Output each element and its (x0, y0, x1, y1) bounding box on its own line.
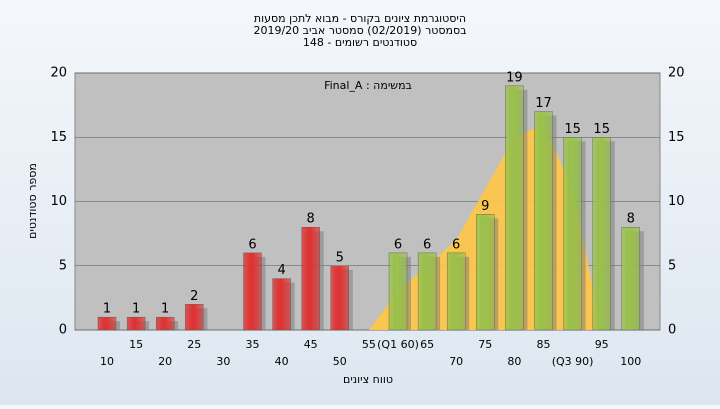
x-tick-label: 85 (537, 338, 551, 351)
chart-subtitle: בסמסטר (02/2019) סמסטר אביב 2019/20 (253, 24, 466, 37)
chart-subtitle: סטודנטים רשומים - 148 (303, 36, 417, 49)
x-tick-label: 10 (100, 355, 114, 368)
bar (388, 252, 408, 331)
data-label: 1 (103, 302, 111, 317)
data-label: 8 (627, 212, 635, 227)
x-tick-label: (Q1 60) (377, 338, 419, 351)
x-tick-label: (Q3 90) (552, 355, 594, 368)
chart-title: היסטוגרמת ציונים בקורס - מבוא לתכן מסעות (254, 12, 466, 25)
bar (272, 278, 291, 331)
bar (534, 111, 553, 331)
bar (330, 265, 349, 331)
x-tick-label: 95 (595, 338, 609, 351)
x-tick-label: 70 (449, 355, 463, 368)
x-tick-label: 25 (187, 338, 201, 351)
annotation: Final_A : במשימה (324, 79, 412, 92)
data-label: 17 (535, 96, 552, 111)
y2-tick-label: 20 (668, 66, 685, 81)
bar (621, 226, 640, 331)
bar (447, 252, 466, 331)
x-tick-label: 55 (362, 338, 376, 351)
x-tick-label: 40 (275, 355, 289, 368)
data-label: 2 (190, 289, 198, 304)
y-tick-label: 0 (59, 323, 67, 338)
y2-tick-label: 10 (668, 194, 685, 209)
y-tick-label: 20 (50, 66, 67, 81)
x-tick-label: 75 (478, 338, 492, 351)
bar (476, 214, 495, 331)
bar (563, 137, 582, 331)
y-tick-label: 5 (59, 258, 67, 273)
data-label: 8 (307, 212, 315, 227)
data-label: 1 (132, 302, 140, 317)
data-label: 5 (336, 250, 344, 265)
data-label: 15 (593, 122, 610, 137)
data-label: 6 (394, 237, 402, 252)
bar (505, 85, 524, 331)
bar (592, 137, 611, 331)
y-axis-label: מספר סטודנטים (26, 163, 39, 239)
x-tick-label: 20 (158, 355, 172, 368)
y-tick-label: 10 (50, 194, 67, 209)
bar (417, 252, 437, 331)
x-tick-label: 100 (620, 355, 641, 368)
y2-tick-label: 5 (668, 258, 676, 273)
x-tick-label: 45 (304, 338, 318, 351)
data-label: 1 (161, 302, 169, 317)
x-tick-label: 30 (216, 355, 230, 368)
bar (243, 252, 262, 331)
data-label: 15 (564, 122, 581, 137)
x-tick-label: 15 (129, 338, 143, 351)
bar (185, 304, 204, 331)
x-tick-label: 80 (507, 355, 521, 368)
data-label: 6 (452, 237, 460, 252)
bar (301, 226, 320, 331)
y2-tick-label: 15 (668, 130, 685, 145)
data-label: 9 (481, 199, 489, 214)
data-label: 6 (423, 237, 431, 252)
bar (97, 316, 117, 331)
bar (155, 316, 175, 331)
x-axis-label: טווח ציונים (343, 373, 393, 386)
y-tick-label: 15 (50, 130, 67, 145)
x-tick-label: 35 (246, 338, 260, 351)
y2-tick-label: 0 (668, 323, 676, 338)
x-tick-label: 50 (333, 355, 347, 368)
bar (126, 316, 146, 331)
data-label: 6 (248, 237, 256, 252)
x-tick-label: 65 (420, 338, 434, 351)
data-label: 19 (506, 70, 523, 85)
data-label: 4 (277, 263, 285, 278)
